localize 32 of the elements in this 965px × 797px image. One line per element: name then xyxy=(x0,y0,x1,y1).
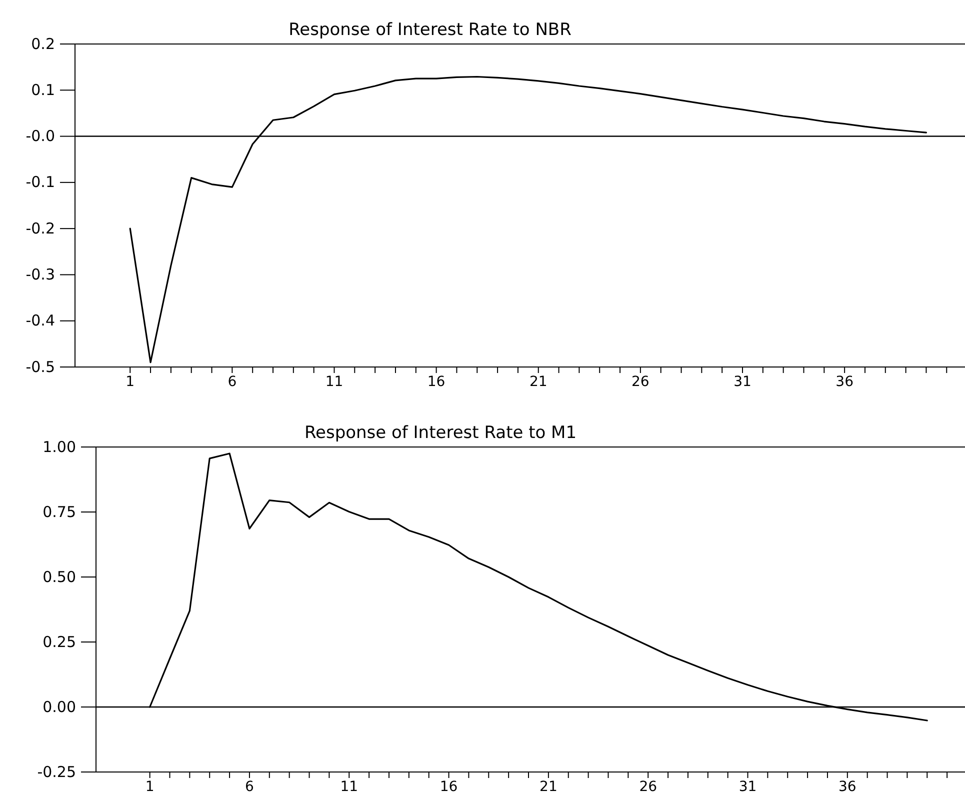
x-tick-label: 1 xyxy=(126,374,135,390)
chart-title: Response of Interest Rate to M1 xyxy=(304,423,577,443)
y-tick-label: -0.3 xyxy=(26,266,55,284)
y-tick-label: 1.00 xyxy=(42,438,76,456)
x-tick-label: 6 xyxy=(228,374,237,390)
x-tick-label: 1 xyxy=(145,778,154,795)
x-tick-label: 11 xyxy=(325,374,344,390)
y-tick-label: 0.00 xyxy=(42,698,76,716)
y-tick-label: 0.1 xyxy=(31,80,55,99)
y-tick-label: 0.25 xyxy=(42,632,76,651)
y-tick-label: -0.0 xyxy=(26,127,55,146)
x-tick-label: 26 xyxy=(639,778,658,795)
x-tick-label: 26 xyxy=(632,374,650,390)
y-tick-label: 0.2 xyxy=(31,34,55,53)
x-tick-label: 31 xyxy=(738,778,757,795)
x-tick-label: 11 xyxy=(340,778,358,795)
x-tick-label: 21 xyxy=(540,778,558,795)
y-tick-label: 0.50 xyxy=(42,568,76,586)
x-tick-label: 21 xyxy=(529,374,548,390)
x-tick-label: 16 xyxy=(440,778,458,795)
x-tick-label: 16 xyxy=(427,374,446,390)
chart-title: Response of Interest Rate to NBR xyxy=(288,20,572,40)
x-tick-label: 36 xyxy=(836,374,854,390)
x-tick-label: 36 xyxy=(838,778,856,795)
y-tick-label: 0.75 xyxy=(42,502,76,521)
x-tick-label: 31 xyxy=(734,374,752,390)
x-tick-label: 6 xyxy=(245,778,254,795)
y-tick-label: -0.5 xyxy=(26,358,55,376)
y-tick-label: -0.25 xyxy=(37,762,76,781)
y-tick-label: -0.1 xyxy=(26,173,55,192)
y-tick-label: -0.4 xyxy=(26,312,55,330)
y-tick-label: -0.2 xyxy=(26,219,55,238)
